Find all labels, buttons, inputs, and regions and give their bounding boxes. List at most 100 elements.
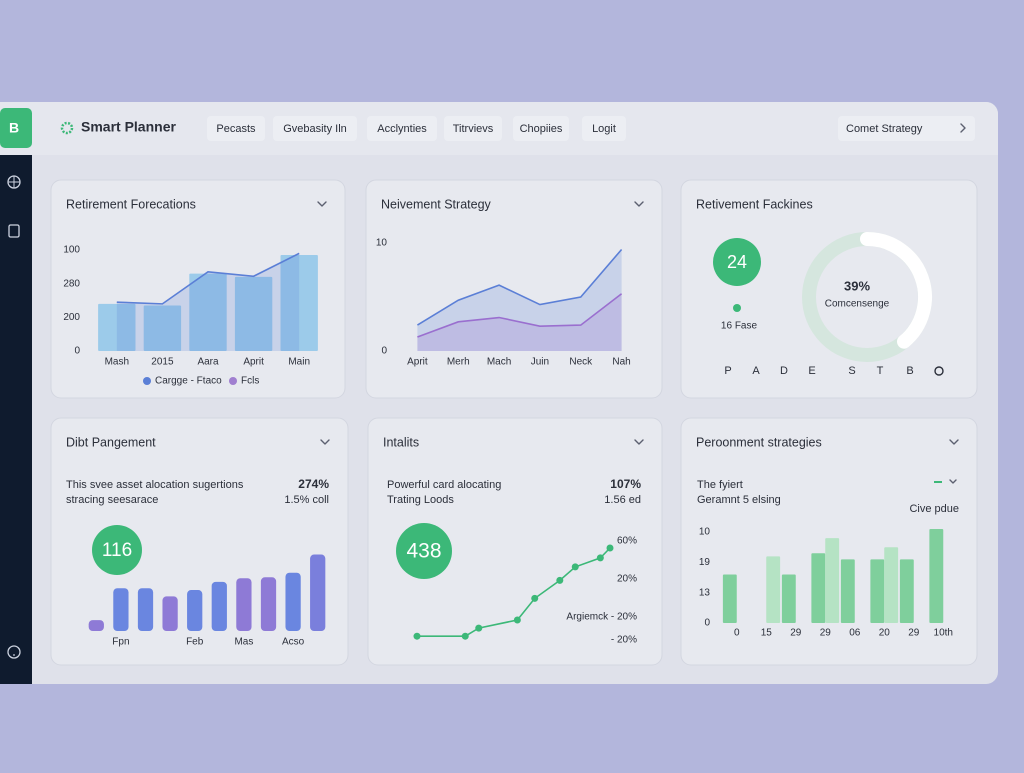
letter-icon bbox=[934, 366, 944, 376]
card-menu[interactable] bbox=[317, 201, 327, 207]
point bbox=[461, 632, 469, 640]
point bbox=[571, 563, 579, 571]
bar bbox=[236, 578, 252, 631]
x-tick-label: Neck bbox=[569, 357, 593, 368]
tab[interactable] bbox=[207, 116, 265, 141]
x-tick-label: Acso bbox=[282, 637, 305, 648]
strategy-button[interactable] bbox=[838, 116, 975, 141]
bar bbox=[211, 581, 227, 631]
card-menu[interactable] bbox=[634, 201, 644, 207]
clipboard-icon[interactable] bbox=[8, 224, 20, 238]
area-fill bbox=[116, 253, 300, 351]
tabs: Pecasts Gvebasity Iln Acclynties Titrvievs C… bbox=[207, 116, 626, 141]
axis-note: - 20% bbox=[611, 635, 637, 646]
bar bbox=[840, 559, 855, 623]
x-tick-label: Fpn bbox=[112, 637, 129, 648]
point bbox=[531, 594, 539, 602]
card-text: The fyiert bbox=[697, 479, 743, 491]
card-menu[interactable] bbox=[634, 439, 644, 445]
x-tick-label: Mach bbox=[487, 357, 511, 368]
x-tick-label: 2015 bbox=[151, 357, 174, 368]
line bbox=[417, 293, 623, 338]
legend-dot bbox=[229, 377, 237, 385]
tab[interactable] bbox=[513, 116, 569, 141]
gauge-value: 39% bbox=[844, 278, 870, 293]
x-tick-label: 15 bbox=[761, 628, 773, 639]
status-dot bbox=[733, 304, 741, 312]
y-tick-label: 200 bbox=[63, 312, 80, 323]
x-tick-label: Aprit bbox=[407, 357, 428, 368]
axis-note: Argiemck - 20% bbox=[566, 612, 637, 623]
badge bbox=[396, 523, 452, 579]
letter: T bbox=[877, 365, 884, 377]
tab[interactable] bbox=[444, 116, 502, 141]
legend-label: Cargge - Ftaco bbox=[155, 376, 222, 387]
badge-text: 116 bbox=[102, 540, 132, 561]
note: 16 Fase bbox=[721, 321, 758, 332]
y-tick-label: 10 bbox=[376, 238, 388, 249]
y-tick-label: 19 bbox=[699, 557, 711, 568]
card-menu[interactable] bbox=[949, 439, 959, 445]
letter: E bbox=[808, 365, 815, 377]
tab[interactable] bbox=[582, 116, 626, 141]
bar bbox=[137, 588, 154, 631]
bar bbox=[88, 620, 104, 631]
bar bbox=[929, 529, 944, 623]
bar bbox=[285, 572, 301, 631]
card-stat: 274% bbox=[298, 477, 329, 491]
point bbox=[606, 544, 614, 552]
legend-chevron bbox=[949, 479, 957, 484]
x-tick-label: 20 bbox=[879, 628, 891, 639]
logo[interactable] bbox=[0, 108, 32, 148]
axis-note: 20% bbox=[617, 574, 637, 585]
legend-dot bbox=[143, 377, 151, 385]
card-text: Geramnt 5 elsing bbox=[697, 494, 781, 506]
gauge-arc bbox=[860, 232, 932, 349]
x-tick-label: 10th bbox=[934, 628, 953, 639]
tab-label: Logit bbox=[592, 123, 616, 135]
x-tick-label: Merh bbox=[447, 357, 470, 368]
y-tick-label: 13 bbox=[699, 587, 711, 598]
strategy-button-text: Comet Strategy bbox=[846, 123, 923, 135]
y-tick-label: 10 bbox=[699, 527, 711, 538]
letter: A bbox=[752, 365, 760, 377]
bar bbox=[884, 547, 899, 623]
bar bbox=[189, 273, 227, 351]
x-tick-label: Mash bbox=[105, 357, 129, 368]
app-title: Smart Planner bbox=[81, 119, 176, 135]
bar bbox=[766, 556, 781, 623]
card-title: Retivement Fackines bbox=[696, 197, 813, 211]
chevron-right bbox=[960, 123, 966, 133]
y-tick-label: 0 bbox=[704, 618, 710, 629]
tab-label: Chopiies bbox=[520, 123, 563, 135]
tab-label: Gvebasity Iln bbox=[283, 123, 347, 135]
sidebar bbox=[0, 155, 32, 684]
card-text: Powerful card alocating bbox=[387, 479, 501, 491]
card-menu[interactable] bbox=[320, 439, 330, 445]
bar bbox=[98, 303, 136, 351]
card bbox=[365, 179, 663, 399]
card-text: Trating Loods bbox=[387, 494, 454, 506]
bar bbox=[825, 538, 840, 623]
x-tick-label: Main bbox=[288, 357, 310, 368]
bar bbox=[260, 577, 277, 631]
letter: D bbox=[780, 365, 788, 377]
card-title: Intalits bbox=[383, 435, 419, 449]
x-tick-label: Aprit bbox=[243, 357, 264, 368]
line bbox=[116, 252, 300, 305]
card-title: Peroonment strategies bbox=[696, 435, 822, 449]
bar bbox=[781, 574, 796, 623]
tab[interactable] bbox=[367, 116, 437, 141]
bar bbox=[811, 553, 826, 623]
badge bbox=[713, 238, 761, 286]
x-tick-label: Mas bbox=[234, 637, 253, 648]
bar bbox=[187, 590, 203, 631]
y-tick-label: 0 bbox=[381, 346, 387, 357]
letter: P bbox=[724, 365, 731, 377]
bar bbox=[310, 554, 326, 631]
x-tick-label: 0 bbox=[734, 628, 740, 639]
help-icon[interactable] bbox=[7, 645, 21, 659]
tab[interactable] bbox=[273, 116, 357, 141]
cards: Retirement Forecations Neivement Strategy… bbox=[50, 179, 978, 666]
